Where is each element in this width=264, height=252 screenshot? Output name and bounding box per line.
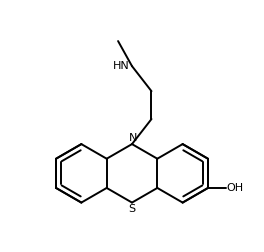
Text: S: S	[129, 204, 135, 214]
Text: OH: OH	[227, 183, 244, 193]
Text: HN: HN	[112, 61, 129, 71]
Text: N: N	[129, 133, 138, 143]
